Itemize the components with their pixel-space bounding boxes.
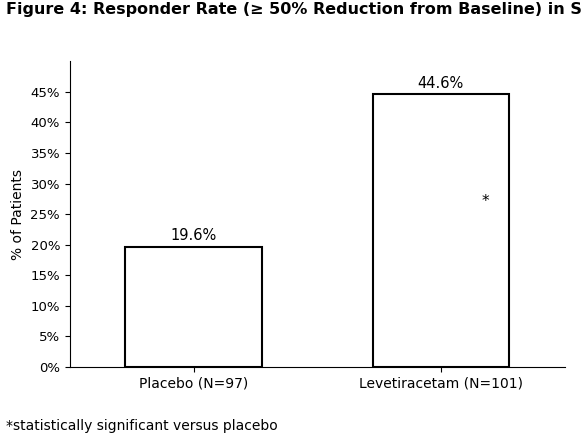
- Bar: [373, 94, 509, 367]
- Y-axis label: % of Patients: % of Patients: [11, 169, 25, 260]
- Text: *: *: [481, 194, 489, 209]
- Text: 19.6%: 19.6%: [171, 229, 217, 243]
- Text: *statistically significant versus placebo: *statistically significant versus placeb…: [6, 419, 278, 433]
- Text: Figure 4: Responder Rate (≥ 50% Reduction from Baseline) in Study 4: Figure 4: Responder Rate (≥ 50% Reductio…: [6, 2, 582, 17]
- Bar: [126, 247, 261, 367]
- Text: 44.6%: 44.6%: [418, 76, 464, 90]
